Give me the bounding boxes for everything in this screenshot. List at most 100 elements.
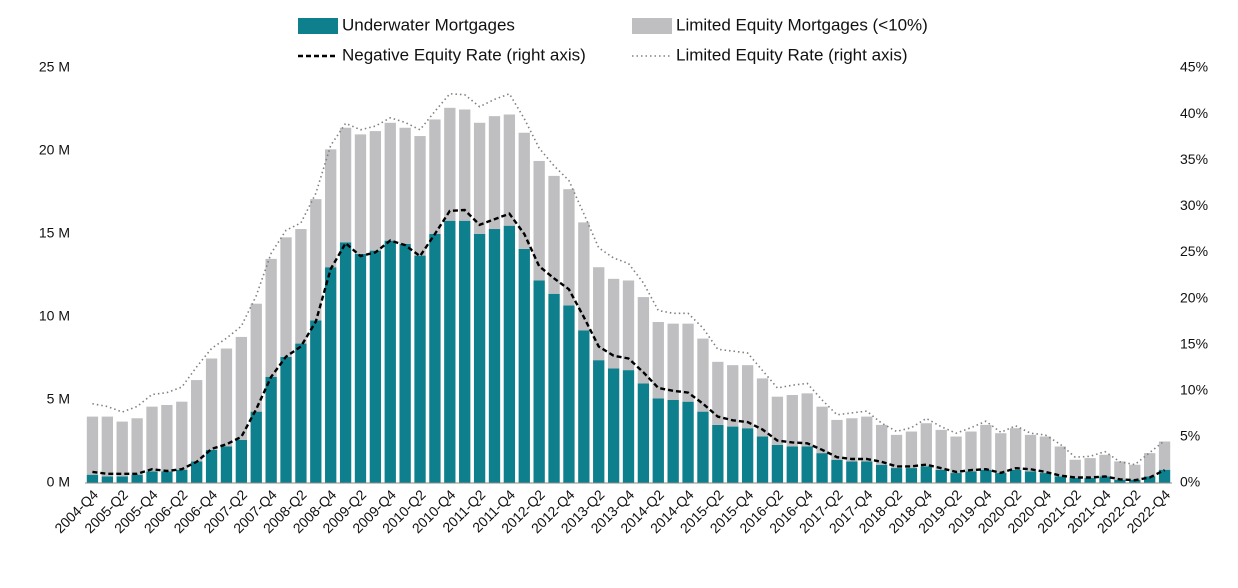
bar [518,248,530,483]
bar [488,116,501,230]
bar [384,122,396,241]
bar [905,468,918,483]
bar [1129,464,1141,480]
bar [1024,434,1037,472]
bar [325,267,337,483]
bar [593,267,605,361]
bar [220,446,233,483]
bar [1114,479,1126,483]
bar [369,250,382,483]
y2-tick-label: 45% [1180,59,1208,75]
y-tick-label: 25 M [39,59,70,75]
y2-tick-label: 10% [1180,381,1208,397]
bar [161,404,173,472]
bar [578,222,590,331]
bar [310,199,322,321]
bar [756,436,769,483]
bar [801,393,813,447]
bar [235,439,248,483]
y-tick-label: 15 M [39,225,70,241]
y2-tick-label: 5% [1180,428,1200,444]
bar [339,127,352,243]
bar [667,323,679,400]
bar [205,449,218,483]
bar [205,358,218,450]
bar [310,320,322,483]
bar [697,411,709,483]
bar [846,461,858,483]
bar [533,160,545,281]
bar [265,258,277,377]
bar [980,469,992,483]
bar [607,278,620,369]
legend-label: Limited Equity Mortgages (<10%) [676,15,928,34]
bar [354,253,367,483]
bar [682,323,694,402]
y2-tick-label: 40% [1180,105,1208,121]
bar [265,376,277,483]
bar [965,471,977,483]
bar [548,293,560,483]
bar [801,446,813,483]
bar [920,423,932,467]
line [92,92,1166,466]
bar [1114,461,1126,480]
bar [280,356,292,483]
bar [637,297,650,384]
bar [146,471,158,483]
bar [786,395,798,447]
bar [250,411,262,483]
bar [861,416,873,462]
bar [220,348,233,447]
bar [503,225,516,483]
bar [1054,476,1066,483]
bar [756,378,769,437]
bar [295,343,307,483]
bar [250,303,262,412]
bar [473,234,486,483]
line [92,208,1166,482]
bar [875,464,888,483]
bar [890,468,903,483]
bar [846,418,858,462]
bar [459,220,471,483]
bar [503,114,516,226]
bar [161,471,173,483]
y2-tick-label: 15% [1180,335,1208,351]
bar [1158,469,1171,483]
bar [548,175,560,294]
bar [1158,441,1171,470]
bar [176,401,188,470]
legend-label: Negative Equity Rate (right axis) [342,45,586,64]
bar [101,416,113,477]
bar [131,474,143,483]
bar [146,406,158,472]
bar [816,406,828,454]
bar [786,446,798,483]
bar [1009,428,1022,470]
bar [861,461,873,483]
bar [235,336,248,440]
bar [414,255,426,483]
bar [444,220,456,483]
bar [101,476,113,483]
bar [176,469,188,483]
bar [563,305,575,483]
bar [697,338,709,412]
bar [429,119,441,234]
bar [473,122,486,234]
bar [116,421,128,477]
bar [905,431,918,469]
legend-label: Limited Equity Rate (right axis) [676,45,907,64]
bar [444,107,456,221]
bar [1009,469,1022,483]
bar [1024,471,1037,483]
bar [593,360,605,483]
bar [980,424,992,470]
bar [116,476,128,483]
bar [816,453,828,483]
bar [712,424,724,483]
bar [1054,446,1066,477]
bar [1084,458,1096,479]
bar [622,370,635,483]
